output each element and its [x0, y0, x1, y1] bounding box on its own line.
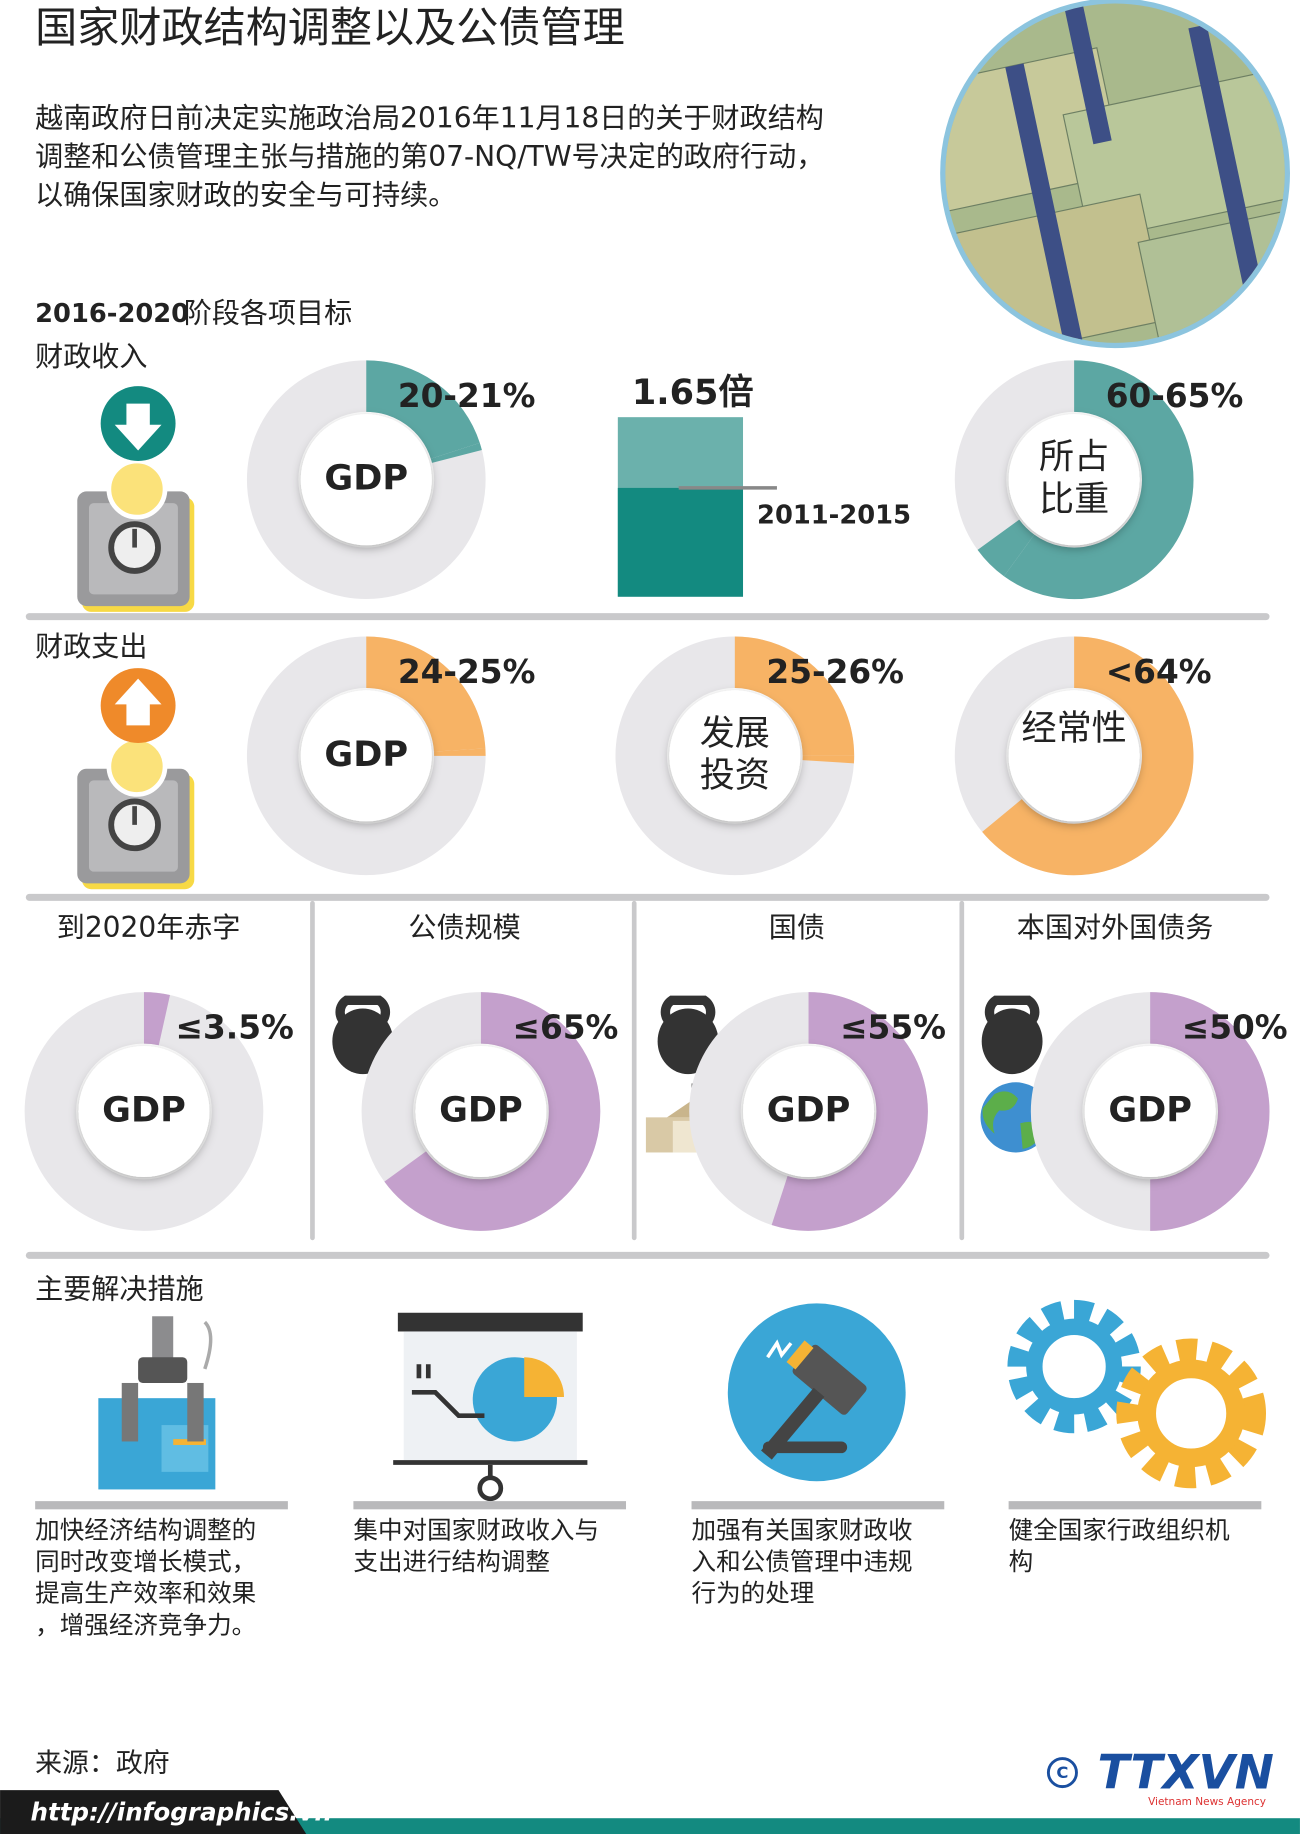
title: 国家财政结构调整以及公债管理: [35, 3, 625, 52]
safe-icon-out: [77, 668, 195, 890]
donut-center-label: 投资: [700, 755, 770, 796]
footer-strip: [0, 1818, 1300, 1834]
donut-center-label: GDP: [324, 458, 408, 499]
measure-icon-robot: [98, 1316, 216, 1490]
donut-center: [78, 1045, 210, 1178]
measure-text: 提高生产效率和效果: [35, 1579, 256, 1608]
donut-center-label: GDP: [439, 1090, 523, 1131]
measure-icon-gavel: [727, 1303, 906, 1482]
safe-icon-in: [77, 386, 195, 612]
measure-text: 健全国家行政组织机: [1009, 1516, 1231, 1545]
donut-center: [1008, 414, 1140, 546]
measure-bars: [35, 1501, 1262, 1510]
source: 来源：政府: [35, 1748, 170, 1779]
donut-center: [300, 414, 432, 546]
measure-text: 行为的处理: [692, 1579, 815, 1608]
donut-value-label: 60-65%: [1106, 377, 1244, 415]
targets-period: 2016-2020: [35, 299, 189, 329]
donut-center-label: 经常性: [1021, 708, 1126, 749]
debt-heading: 国债: [769, 911, 825, 944]
donut-center: [669, 690, 801, 822]
donut-center-label: 所占: [1039, 437, 1109, 478]
donut-arc: [365, 636, 486, 753]
dividers: [25, 613, 1270, 1259]
donut-center-label: GDP: [1108, 1090, 1192, 1131]
donut-arc: [771, 992, 928, 1231]
measure-text: ，增强经济竞争力。: [35, 1610, 256, 1639]
donut-arc: [982, 636, 1194, 876]
donut-center-label: GDP: [102, 1090, 186, 1131]
copyright-c: C: [1056, 1763, 1068, 1782]
donut-center: [300, 690, 432, 822]
spending-heading: 财政支出: [35, 630, 147, 663]
donut-center-label: 发展: [700, 713, 770, 754]
donut-value-label: 20-21%: [398, 377, 536, 415]
revenue-heading: 财政收入: [35, 340, 147, 373]
logo: TTXVN: [1098, 1747, 1274, 1801]
donut-value-label: ≤3.5%: [176, 1009, 294, 1047]
measure-icon-gears: [1007, 1299, 1267, 1489]
copyright-icon: [1046, 1757, 1078, 1789]
logo-sub: Vietnam News Agency: [1148, 1796, 1266, 1808]
intro-line: 以确保国家财政的安全与可持续。: [35, 179, 456, 212]
growth-base-label: 2011-2015: [757, 500, 911, 530]
donut-arc: [384, 992, 601, 1231]
donut-center-label: GDP: [767, 1090, 851, 1131]
measure-text: 入和公债管理中违规: [692, 1547, 913, 1576]
intro-line: 调整和公债管理主张与措施的第07-NQ/TW号决定的政府行动，: [35, 140, 824, 173]
measure-text: 加快经济结构调整的: [35, 1516, 256, 1545]
donut-center: [743, 1045, 875, 1178]
measure-text: 加强有关国家财政收: [692, 1516, 913, 1545]
donut-center: [1084, 1045, 1216, 1178]
url[interactable]: http://infographics.vn: [30, 1798, 332, 1827]
debt-heading: 公债规模: [408, 911, 520, 944]
donut-arc: [1149, 992, 1270, 1231]
debt-heading: 本国对外国债务: [1017, 911, 1214, 944]
measure-text: 支出进行结构调整: [353, 1547, 550, 1576]
targets-heading: 阶段各项目标: [184, 297, 352, 330]
donut-center-label: GDP: [324, 734, 408, 775]
donut-value-label: ≤65%: [513, 1009, 619, 1047]
money-photo: [940, 0, 1290, 349]
donut-arc: [143, 992, 170, 1046]
donut-arc: [365, 360, 480, 460]
donut-arc: [1004, 360, 1194, 600]
growth-label: 1.65倍: [632, 372, 754, 413]
donut-value-label: 24-25%: [398, 653, 536, 691]
footer-url-box: [0, 1790, 307, 1834]
donut-center-label: 比重: [1039, 479, 1109, 520]
intro-line: 越南政府日前决定实施政治局2016年11月18日的关于财政结构: [35, 101, 824, 134]
donut-value-label: ≤50%: [1182, 1009, 1288, 1047]
measure-text: 同时改变增长模式，: [35, 1547, 256, 1576]
debt-heading: 到2020年赤字: [57, 911, 241, 944]
donut-arc: [430, 442, 482, 464]
donut-value-label: <64%: [1106, 653, 1212, 691]
measure-icon-board: [393, 1312, 588, 1502]
donut-value-label: 25-26%: [766, 653, 904, 691]
measure-text: 构: [1009, 1547, 1034, 1576]
measures-heading: 主要解决措施: [35, 1273, 203, 1306]
donut-arc: [977, 518, 1036, 577]
donut-center: [1008, 690, 1140, 822]
growth-bar-base: [617, 487, 744, 597]
measure-text: 集中对国家财政收入与: [353, 1516, 599, 1545]
donut-center: [415, 1045, 547, 1178]
donut-value-label: ≤55%: [840, 1009, 946, 1047]
donut-arc: [733, 636, 855, 757]
